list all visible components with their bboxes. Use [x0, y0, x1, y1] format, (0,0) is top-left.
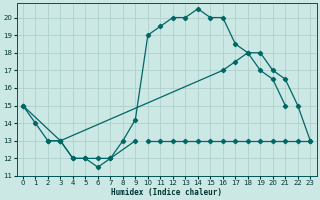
X-axis label: Humidex (Indice chaleur): Humidex (Indice chaleur) — [111, 188, 222, 197]
